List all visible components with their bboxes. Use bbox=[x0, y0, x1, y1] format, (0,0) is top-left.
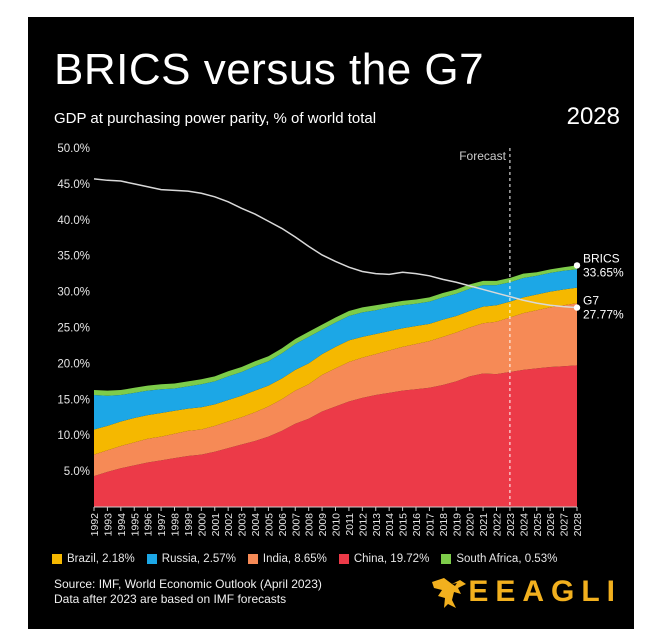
x-tick-label: 2028 bbox=[572, 513, 584, 537]
y-tick-label: 25.0% bbox=[57, 323, 90, 335]
page-title: BRICS versus the G7 bbox=[54, 45, 485, 94]
x-tick-label: 2007 bbox=[290, 513, 302, 537]
end-value-brics: 33.65% bbox=[583, 265, 624, 279]
brand-name: EEAGLI bbox=[468, 575, 622, 608]
x-tick-label: 2021 bbox=[478, 513, 490, 537]
x-tick-label: 1999 bbox=[183, 513, 195, 537]
area-chart: Forecast 5.0% 10.0% 15.0% 20.0% 25.0% 30.0% 35.… bbox=[57, 143, 624, 537]
legend-label: South Africa, 0.53% bbox=[456, 553, 558, 565]
forecast-label: Forecast bbox=[459, 149, 506, 163]
x-tick-label: 2023 bbox=[505, 513, 517, 537]
y-tick-label: 5.0% bbox=[64, 466, 90, 478]
legend-swatch bbox=[146, 554, 157, 564]
x-tick-label: 1992 bbox=[89, 513, 101, 537]
legend-label: China, 19.72% bbox=[353, 553, 430, 565]
x-tick-label: 2003 bbox=[237, 513, 249, 537]
x-tick-label: 2006 bbox=[277, 513, 289, 537]
x-tick-label: 2010 bbox=[331, 513, 343, 537]
x-tick-label: 2022 bbox=[492, 513, 504, 537]
legend-swatch bbox=[441, 554, 452, 564]
x-tick-label: 2001 bbox=[210, 513, 222, 537]
x-tick-label: 2009 bbox=[317, 513, 329, 537]
legend-item: Brazil, 2.18% bbox=[52, 553, 135, 565]
x-tick-label: 2005 bbox=[263, 513, 275, 537]
y-tick-label: 40.0% bbox=[57, 215, 90, 227]
x-tick-label: 1996 bbox=[143, 513, 155, 537]
x-tick-label: 2011 bbox=[344, 513, 356, 536]
x-tick-label: 2002 bbox=[223, 513, 235, 537]
x-tick-label: 2015 bbox=[398, 513, 410, 537]
eagle-icon bbox=[432, 578, 467, 608]
legend-item: South Africa, 0.53% bbox=[441, 553, 557, 565]
legend-label: Russia, 2.57% bbox=[161, 553, 236, 565]
legend-item: Russia, 2.57% bbox=[146, 553, 236, 565]
legend-swatch bbox=[52, 554, 62, 564]
end-value-g7: 27.77% bbox=[583, 308, 624, 322]
y-tick-label: 20.0% bbox=[57, 358, 90, 370]
brand-logo: EEAGLI bbox=[430, 574, 622, 610]
y-tick-label: 50.0% bbox=[57, 143, 90, 155]
y-tick-label: 45.0% bbox=[57, 179, 90, 191]
x-tick-label: 2013 bbox=[371, 513, 383, 537]
x-tick-label: 2019 bbox=[451, 513, 463, 537]
legend-label: Brazil, 2.18% bbox=[67, 553, 135, 565]
x-tick-label: 1993 bbox=[102, 513, 114, 537]
area-india bbox=[94, 303, 577, 477]
source-note: Source: IMF, World Economic Outlook (Apr… bbox=[54, 577, 322, 607]
legend-item: India, 8.65% bbox=[247, 553, 327, 565]
line-g7 bbox=[93, 178, 578, 309]
forecast-note: Data after 2023 are based on IMF forecas… bbox=[54, 592, 287, 606]
source-line: Source: IMF, World Economic Outlook (Apr… bbox=[54, 577, 322, 591]
legend-swatch bbox=[338, 554, 349, 564]
x-tick-label: 2026 bbox=[545, 513, 557, 537]
x-tick-label: 2025 bbox=[532, 513, 544, 537]
x-tick-label: 1998 bbox=[170, 513, 182, 537]
chart-legend: Brazil, 2.18% Russia, 2.57% India, 8.65% Ch… bbox=[52, 553, 557, 565]
chart-subtitle: GDP at purchasing power parity, % of wor… bbox=[54, 110, 377, 127]
x-tick-label: 2016 bbox=[411, 513, 423, 537]
area-china bbox=[94, 365, 577, 507]
end-marker-g7 bbox=[573, 304, 581, 311]
x-tick-label: 2017 bbox=[424, 513, 436, 537]
area-russia bbox=[94, 269, 577, 430]
x-tick-label: 1994 bbox=[116, 513, 128, 537]
x-tick-label: 2024 bbox=[518, 513, 530, 537]
year-label: 2028 bbox=[566, 103, 620, 130]
end-label-brics: BRICS bbox=[583, 251, 620, 265]
end-marker-brics bbox=[573, 262, 581, 269]
x-tick-label: 2004 bbox=[250, 513, 262, 537]
legend-swatch bbox=[247, 554, 258, 564]
legend-item: China, 19.72% bbox=[338, 553, 430, 565]
x-tick-label: 2027 bbox=[559, 513, 571, 537]
legend-label: India, 8.65% bbox=[262, 553, 327, 565]
x-tick-label: 2014 bbox=[384, 513, 396, 537]
x-tick-label: 2008 bbox=[304, 513, 316, 537]
area-brazil bbox=[94, 287, 577, 455]
y-tick-label: 15.0% bbox=[57, 394, 90, 406]
x-tick-label: 2018 bbox=[438, 513, 450, 537]
end-label-g7: G7 bbox=[583, 294, 599, 308]
x-tick-label: 2020 bbox=[465, 513, 477, 537]
x-tick-label: 2000 bbox=[196, 513, 208, 537]
chart-card: BRICS versus the G7 GDP at purchasing po… bbox=[28, 17, 634, 629]
x-tick-label: 1995 bbox=[129, 513, 141, 537]
y-tick-label: 35.0% bbox=[57, 251, 90, 263]
y-tick-label: 10.0% bbox=[57, 430, 90, 442]
y-tick-label: 30.0% bbox=[57, 287, 90, 299]
x-tick-label: 1997 bbox=[156, 513, 168, 537]
x-tick-label: 2012 bbox=[357, 513, 369, 537]
